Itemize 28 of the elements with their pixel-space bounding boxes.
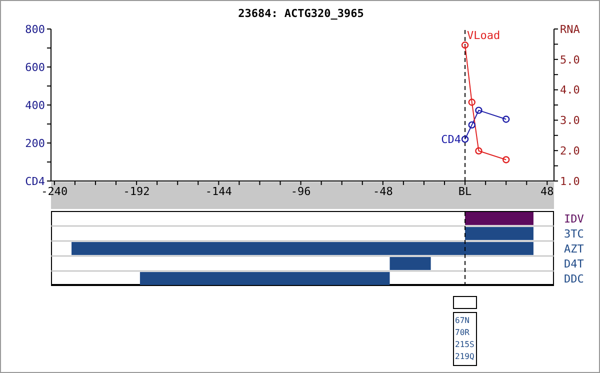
y-tick-label: 600 bbox=[25, 60, 45, 74]
y2-tick-label: 3.0 bbox=[560, 114, 580, 128]
text: 215S bbox=[455, 339, 475, 351]
x-tick-label: -144 bbox=[205, 184, 232, 198]
y-tick-label: DDC bbox=[564, 272, 584, 286]
y-tick-label: AZT bbox=[564, 242, 584, 256]
y-tick-label: D4T bbox=[564, 258, 584, 270]
text: 70R bbox=[455, 327, 470, 339]
x-tick-label: 48 bbox=[540, 184, 554, 198]
chart-title: 23684: ACTG320_3965 bbox=[237, 7, 365, 20]
y2-tick-label: 5.0 bbox=[560, 53, 580, 66]
y-tick-label: IDV bbox=[564, 212, 584, 226]
y-tick-label: 3TC bbox=[564, 228, 584, 240]
y-tick-label: 200 bbox=[25, 136, 45, 150]
text: 219Q bbox=[455, 351, 475, 363]
x-tick-label: BL bbox=[458, 184, 472, 198]
y2-tick-label: RNA bbox=[560, 22, 580, 36]
y2-tick-label: 2.0 bbox=[560, 144, 580, 158]
y-tick-label: 800 bbox=[25, 22, 45, 36]
x-tick-label: -96 bbox=[290, 184, 311, 198]
x-tick-label: -192 bbox=[123, 184, 150, 198]
series-label: VLoad bbox=[467, 29, 500, 42]
x-tick-label: -48 bbox=[372, 184, 393, 198]
y2-tick-label: 4.0 bbox=[560, 84, 580, 97]
text: 67N bbox=[455, 315, 470, 327]
series-label: CD4 bbox=[441, 133, 462, 146]
y2-tick-label: 1.0 bbox=[560, 174, 580, 188]
y-tick-label: 400 bbox=[25, 98, 45, 112]
